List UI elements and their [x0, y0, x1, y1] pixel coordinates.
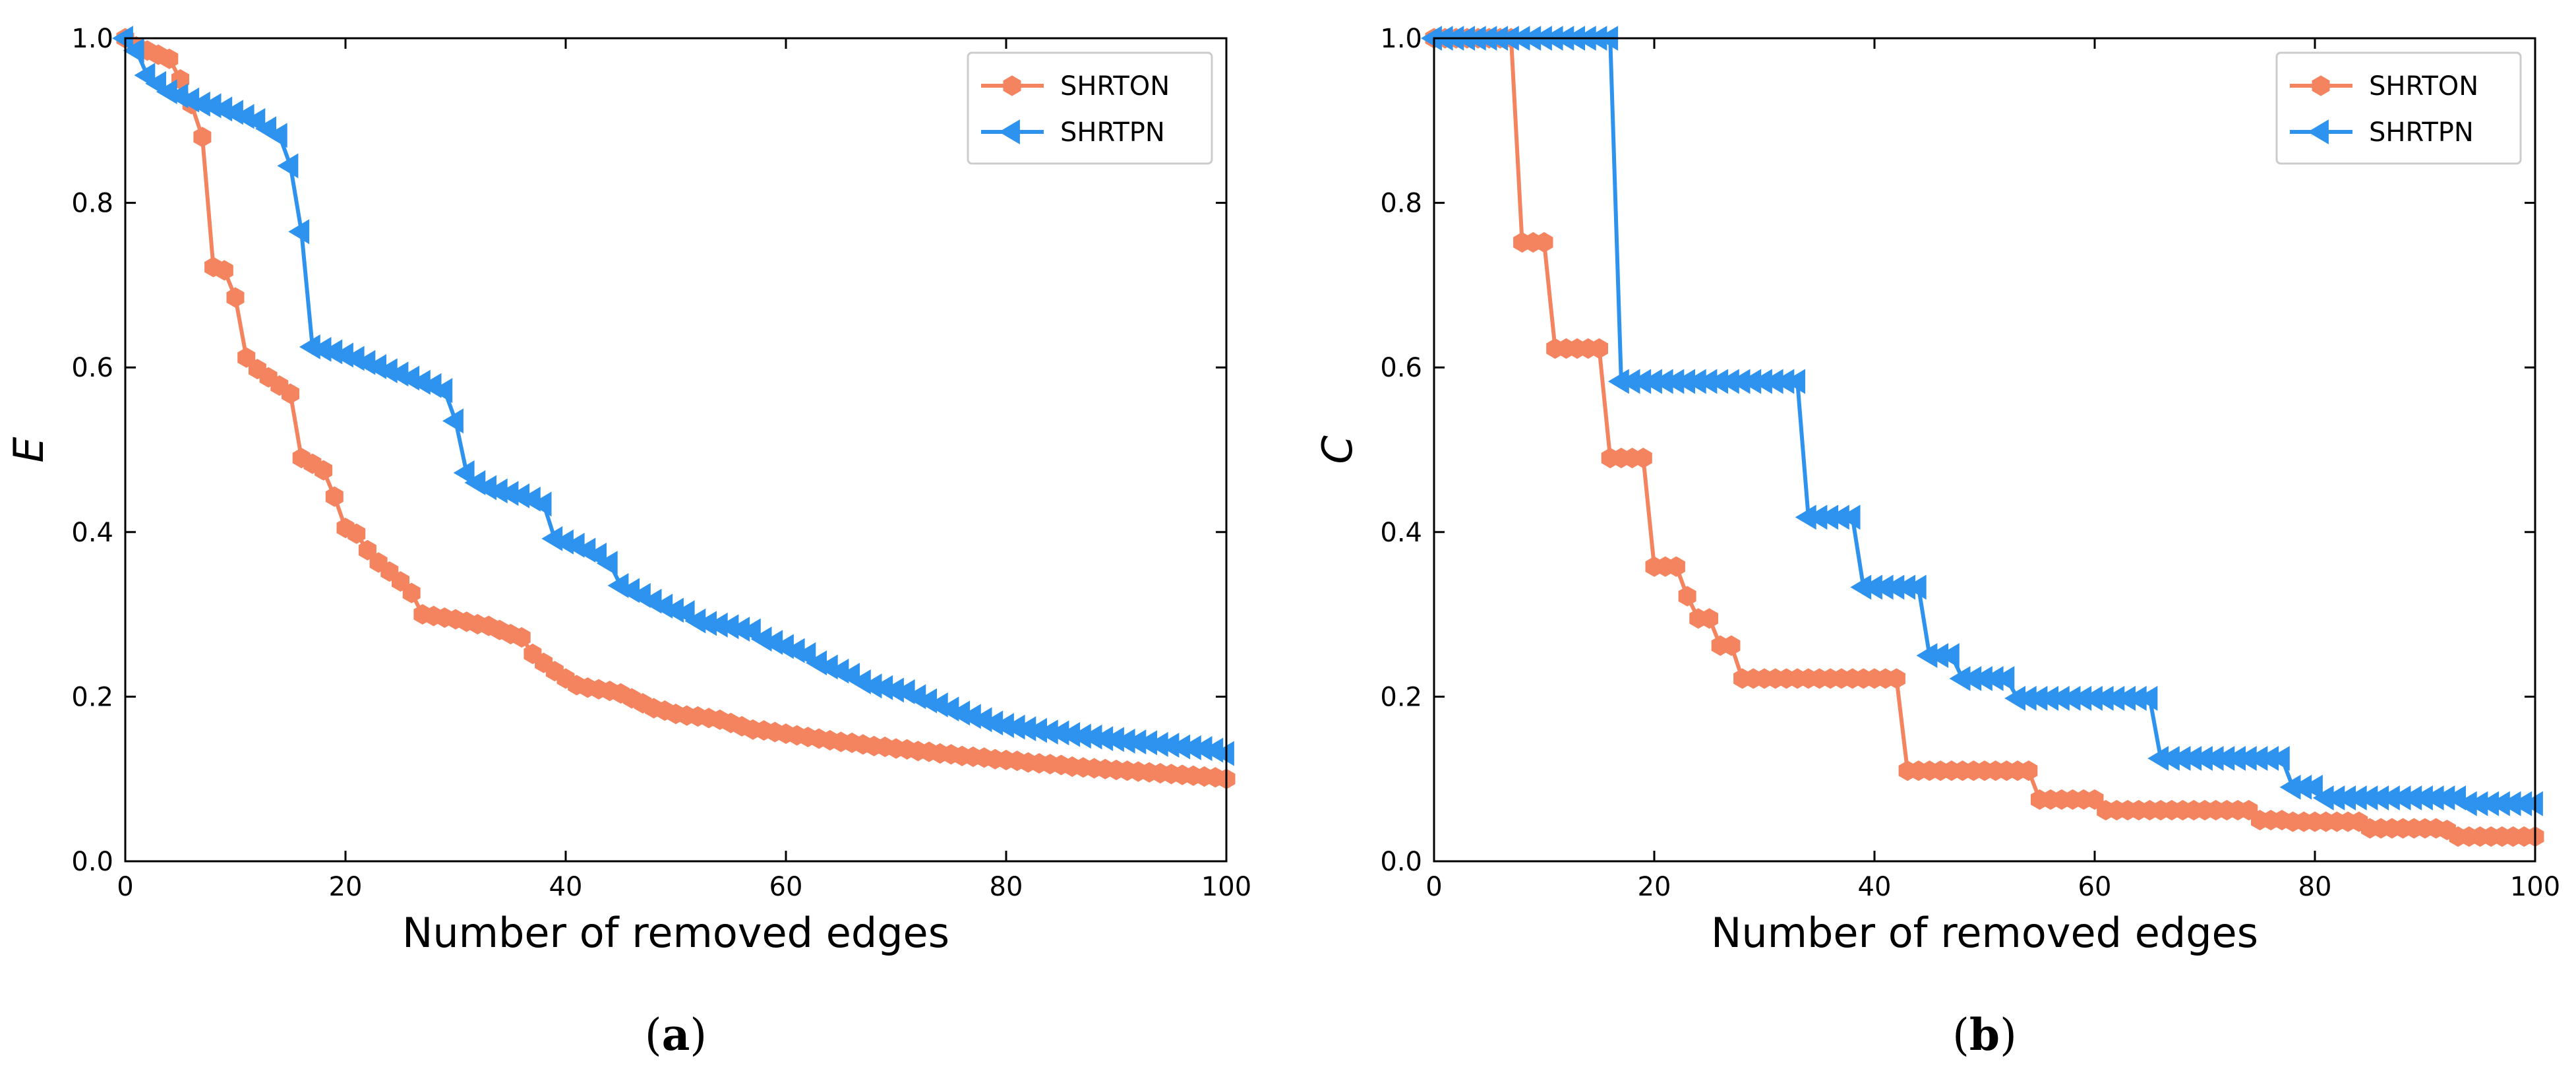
- legend-box-b: [2275, 51, 2522, 165]
- x-axis-label-a: Number of removed edges: [402, 909, 949, 957]
- y-tick-label: 0.8: [1380, 189, 1422, 219]
- legend-label-shrtpn-a: SHRTPN: [1060, 117, 1165, 148]
- x-tick-label: 60: [2078, 872, 2112, 902]
- ticks-b: 0 20 40 60 80 100 0.0 0.2 0.4 0.6 0.8 1.0: [1380, 24, 2560, 902]
- data-point-shrton: [160, 48, 179, 69]
- data-point-shrtpn: [442, 408, 464, 434]
- data-point-shrtpn: [2136, 685, 2158, 711]
- legend-marker: [999, 119, 1020, 144]
- data-point-shrtpn: [596, 551, 618, 576]
- data-point-shrtpn: [530, 491, 552, 517]
- y-axis-label-a: E: [5, 437, 53, 463]
- data-point-shrton: [1722, 635, 1741, 656]
- data-point-shrtpn: [1993, 666, 2015, 691]
- data-point-shrtpn: [2302, 774, 2323, 800]
- data-point-shrton: [512, 626, 531, 648]
- x-tick-label: 80: [2298, 872, 2332, 902]
- y-tick-label: 1.0: [1380, 24, 1422, 54]
- data-point-shrton: [193, 127, 212, 148]
- axes-frame-b: [1433, 37, 2536, 863]
- x-tick-label: 20: [1638, 872, 1671, 902]
- legend-symbol-shrtpn-a: [981, 119, 1044, 144]
- panel-label-b: (b): [1952, 1009, 2017, 1060]
- data-point-shrtpn: [277, 153, 299, 179]
- x-tick-label: 60: [769, 872, 803, 902]
- y-tick-label: 0.0: [1380, 847, 1422, 877]
- data-point-shrtpn: [288, 219, 310, 245]
- ticks-a: 0 20 40 60 80 100 0.0 0.2 0.4 0.6 0.8 1.0: [71, 24, 1251, 902]
- data-point-shrton: [358, 539, 376, 561]
- data-point-shrtpn: [1784, 369, 1805, 394]
- data-point-shrton: [1634, 447, 1652, 469]
- data-point-shrtpn: [2268, 746, 2290, 771]
- data-point-shrton: [1700, 608, 1718, 629]
- x-tick-label: 100: [2510, 872, 2560, 902]
- data-point-shrton: [392, 571, 409, 592]
- plot-area-b: [1421, 26, 2544, 847]
- axes-frame-a: [124, 37, 1228, 863]
- legend-marker: [2312, 75, 2330, 96]
- data-point-shrton: [237, 347, 256, 368]
- data-point-shrton: [347, 523, 366, 544]
- panel-label-a: (a): [645, 1009, 707, 1060]
- y-tick-label: 0.4: [71, 518, 113, 548]
- y-tick-label: 0.6: [71, 353, 113, 383]
- y-tick-label: 0.2: [71, 682, 113, 712]
- legend-marker: [1003, 75, 1021, 96]
- data-point-shrtpn: [431, 378, 453, 404]
- y-tick-label: 0.4: [1380, 518, 1422, 548]
- legend-a: SHRTON SHRTPN: [967, 51, 1213, 165]
- data-point-shrton: [325, 486, 344, 507]
- legend-b: SHRTON SHRTPN: [2275, 51, 2522, 165]
- y-tick-label: 0.6: [1380, 353, 1422, 383]
- x-tick-label: 0: [1425, 872, 1442, 902]
- x-tick-label: 40: [549, 872, 583, 902]
- data-point-shrton: [2020, 760, 2038, 781]
- x-tick-label: 100: [1201, 872, 1251, 902]
- data-point-shrton: [315, 460, 333, 481]
- x-axis-label-b: Number of removed edges: [1711, 909, 2258, 957]
- data-point-shrtpn: [1905, 574, 1927, 600]
- data-point-shrton: [402, 582, 421, 603]
- legend-label-shrton-b: SHRTON: [2369, 71, 2478, 102]
- data-point-shrton: [215, 260, 233, 281]
- y-tick-label: 0.2: [1380, 682, 1422, 712]
- data-point-shrtpn: [453, 460, 475, 485]
- x-tick-label: 20: [329, 872, 363, 902]
- plot-area-a: [112, 26, 1236, 789]
- data-point-shrton: [1590, 338, 1608, 359]
- y-tick-label: 0.8: [71, 189, 113, 219]
- data-point-shrton: [1667, 556, 1685, 577]
- legend-symbol-shrtpn-b: [2290, 119, 2352, 144]
- legend-label-shrton-a: SHRTON: [1060, 71, 1170, 102]
- data-point-shrton: [1678, 586, 1696, 607]
- data-point-shrtpn: [1213, 741, 1234, 766]
- legend-symbol-shrton-b: [2290, 75, 2352, 96]
- data-point-shrton: [226, 287, 245, 308]
- legend-symbol-shrton-a: [981, 75, 1044, 96]
- chart-panel-a: 0 20 40 60 80 100 0.0 0.2 0.4 0.6 0.8 1.0 Number of…: [5, 24, 1251, 1060]
- panel-label-letter-a: a: [662, 1009, 690, 1060]
- legend-box-a: [967, 51, 1213, 165]
- y-axis-label-b: C: [1313, 435, 1362, 464]
- data-point-shrtpn: [123, 38, 144, 63]
- data-point-shrtpn: [1938, 643, 1960, 668]
- panel-label-letter-b: b: [1969, 1009, 2000, 1060]
- x-tick-label: 0: [117, 872, 133, 902]
- data-point-shrtpn: [2522, 791, 2543, 816]
- data-point-shrtpn: [266, 123, 287, 148]
- x-tick-label: 40: [1858, 872, 1892, 902]
- x-tick-label: 80: [990, 872, 1023, 902]
- legend-marker: [2308, 119, 2329, 144]
- chart-panel-b: 0 20 40 60 80 100 0.0 0.2 0.4 0.6 0.8 1.0 Number of…: [1313, 24, 2560, 1060]
- y-tick-label: 1.0: [71, 24, 113, 54]
- data-point-shrtpn: [1839, 504, 1861, 530]
- legend-label-shrtpn-b: SHRTPN: [2369, 117, 2474, 148]
- data-point-shrton: [1535, 231, 1553, 253]
- data-point-shrton: [1887, 668, 1905, 689]
- data-point-shrton: [282, 383, 299, 404]
- y-tick-label: 0.0: [71, 847, 113, 877]
